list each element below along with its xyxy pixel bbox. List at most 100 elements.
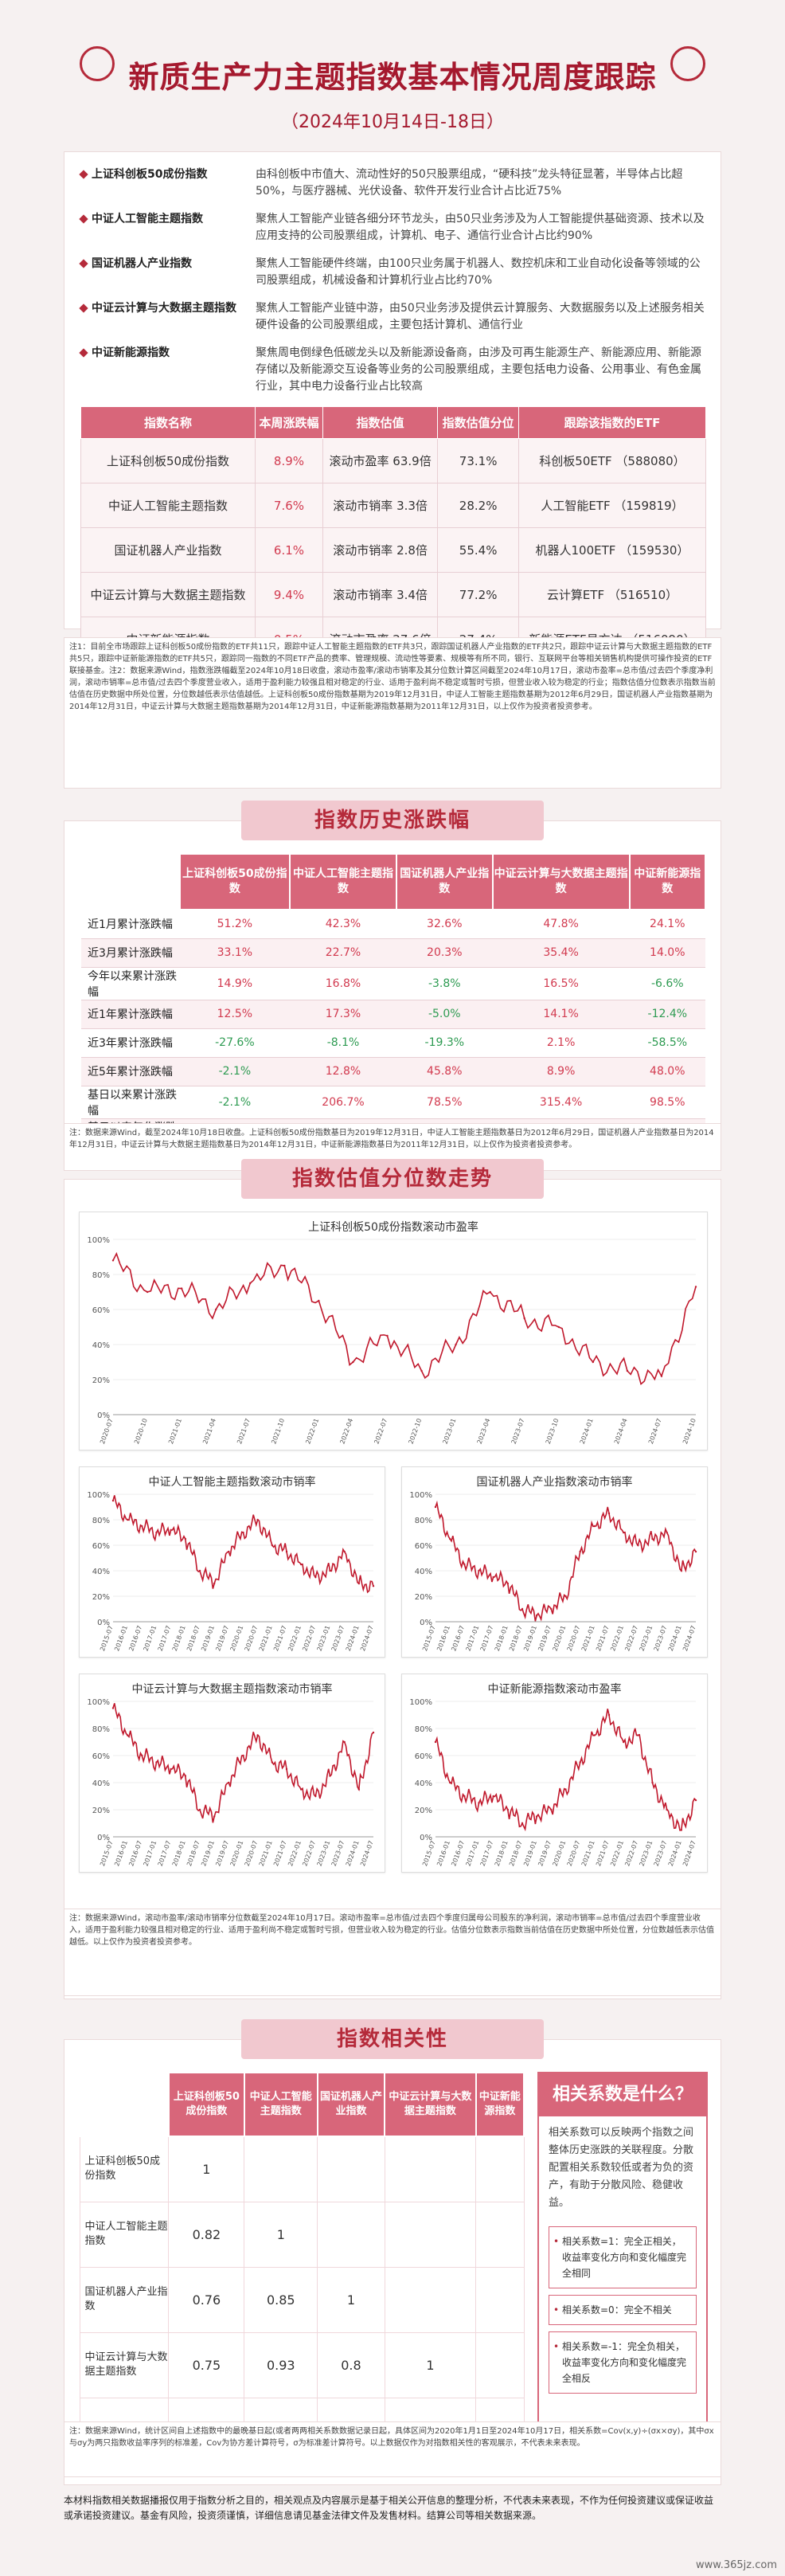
- x-tick-label: 2022-01: [287, 1625, 303, 1652]
- row-label: 国证机器人产业指数: [79, 2266, 170, 2333]
- data-point: [521, 1607, 524, 1611]
- data-point: [271, 1544, 274, 1547]
- valuation-trend-card: 指数估值分位数走势 100% 80% 60% 40% 20% 0% 2020-07 2020-…: [64, 1159, 721, 1999]
- data-point: [564, 1595, 567, 1598]
- y-tick-label: 60%: [415, 1752, 432, 1761]
- chart-title: 中证云计算与大数据主题指数滚动市销率: [131, 1683, 333, 1696]
- data-point: [637, 1734, 639, 1736]
- y-tick-label: 40%: [415, 1568, 432, 1576]
- x-tick-label: 2016-07: [127, 1625, 143, 1652]
- x-tick-label: 2019-07: [214, 1840, 230, 1867]
- intro-name: 中证新能源指数: [80, 345, 256, 395]
- index-intro-list: 上证科创板50成份指数 由科创板中市值大、流动性好的50只股票组成，“硬科技”龙头…: [64, 152, 721, 395]
- data-point: [607, 1512, 611, 1515]
- correlation-cell: [317, 2136, 385, 2202]
- row-label: 近3月累计涨跌幅: [81, 938, 180, 968]
- page-subtitle: （2024年10月14日-18日）: [281, 112, 504, 132]
- correlation-card: 指数相关性 上证科创板50成份指数 中证人工智能主题指数 国证机器人产业指数 中…: [64, 2019, 721, 2485]
- x-tick-label: 2018-01: [494, 1625, 510, 1652]
- x-tick-label: 2016-01: [113, 1625, 129, 1652]
- correlation-cell: 0.82: [168, 2201, 245, 2268]
- table-row: 今年以来累计涨跌幅 14.9% 16.8% -3.8% 16.5% -6.6%: [81, 967, 705, 1000]
- line-chart: 100%80%60%40%20%0%2015-072016-012016-072…: [409, 1698, 697, 1867]
- x-tick-label: 2021-07: [272, 1840, 288, 1867]
- weekly-change-cell: 7.6%: [255, 483, 323, 528]
- correlation-cell: 0.75: [168, 2331, 245, 2398]
- data-point: [299, 1563, 303, 1566]
- intro-item: 中证云计算与大数据主题指数 聚焦人工智能产业链中游，由50只业务涉及提供云计算服务…: [80, 300, 705, 334]
- x-tick-label: 2019-01: [200, 1625, 216, 1652]
- data-point: [478, 1569, 480, 1572]
- series-line: [112, 1251, 697, 1386]
- value-cell: -2.1%: [179, 1057, 291, 1086]
- value-cell: 16.8%: [290, 967, 396, 1000]
- valuation-cell: 滚动市销率 3.3倍: [322, 483, 439, 528]
- x-tick-label: 2022-07: [301, 1840, 317, 1867]
- intro-name: 国证机器人产业指数: [80, 256, 256, 289]
- y-tick-label: 20%: [92, 1376, 110, 1385]
- y-tick-label: 60%: [415, 1542, 432, 1551]
- x-tick-label: 2024-07: [359, 1840, 375, 1867]
- data-point: [126, 1518, 129, 1521]
- value-cell: 45.8%: [396, 1057, 493, 1086]
- data-point: [492, 1795, 494, 1798]
- table-row: 上证科创板50成份指数 8.9% 滚动市盈率 63.9倍 73.1% 科创板50…: [80, 438, 707, 483]
- x-tick-label: 2015-07: [99, 1625, 115, 1652]
- x-tick-label: 2023-01: [638, 1840, 654, 1867]
- data-point: [214, 1308, 217, 1311]
- y-tick-label: 80%: [415, 1725, 432, 1734]
- x-tick-label: 2021-07: [595, 1840, 611, 1867]
- index-overview-card: 上证科创板50成份指数 由科创板中市值大、流动性好的50只股票组成，“硬科技”龙头…: [64, 151, 721, 662]
- x-tick-label: 2023-01: [315, 1840, 331, 1867]
- row-label: 基日以来累计涨跌幅: [81, 1086, 180, 1119]
- data-point: [523, 1317, 525, 1320]
- data-point: [198, 1569, 201, 1572]
- x-tick-label: 2016-07: [450, 1625, 466, 1652]
- value-cell: 32.6%: [396, 910, 493, 939]
- x-tick-label: 2022-04: [338, 1418, 354, 1445]
- data-point: [155, 1761, 158, 1764]
- data-point: [478, 1802, 480, 1804]
- data-point: [184, 1537, 187, 1541]
- col-header: 指数估值: [322, 406, 439, 439]
- y-tick-label: 20%: [415, 1807, 432, 1815]
- x-tick-label: 2017-07: [479, 1625, 495, 1652]
- correlation-cell: [475, 2331, 525, 2398]
- x-tick-label: 2018-01: [171, 1840, 187, 1867]
- y-tick-label: 40%: [92, 1341, 110, 1350]
- intro-desc: 聚焦周电倒绿色低碳龙头以及新能源设备商，由涉及可再生能源生产、新能源应用、新能源…: [256, 346, 701, 393]
- weekly-change-cell: 9.4%: [255, 572, 323, 617]
- x-tick-label: 2024-10: [682, 1418, 697, 1445]
- x-tick-label: 2019-07: [537, 1625, 553, 1652]
- table-row: 上证科创板50成份指数 1: [79, 2136, 525, 2202]
- chart-kc50: 100% 80% 60% 40% 20% 0% 2020-07 2020-10 2021-01 2…: [79, 1212, 708, 1450]
- x-tick-label: 2021-04: [201, 1418, 217, 1445]
- col-header: 中证人工智能主题指数: [289, 853, 397, 910]
- x-tick-label: 2020-07: [244, 1840, 260, 1867]
- intro-item: 中证人工智能主题指数 聚焦人工智能产业链各细分环节龙头，由50只业务涉及为人工智能…: [80, 211, 705, 245]
- x-tick-label: 2016-01: [113, 1840, 129, 1867]
- data-point: [651, 1781, 654, 1784]
- data-point: [564, 1788, 567, 1791]
- x-tick-label: 2021-10: [270, 1418, 286, 1445]
- correlation-cell: 1: [244, 2201, 318, 2268]
- line-chart: 100%80%60%40%20%0%2015-072016-012016-072…: [87, 1698, 375, 1867]
- y-tick-label: 60%: [92, 1752, 110, 1761]
- intro-name: 中证云计算与大数据主题指数: [80, 300, 256, 334]
- x-tick-label: 2022-01: [609, 1840, 625, 1867]
- x-tick-label: 2023-01: [315, 1625, 331, 1652]
- intro-desc: 聚焦人工智能硬件终端，由100只业务属于机器人、数控机床和工业自动化设备等领域的…: [256, 257, 701, 287]
- etf-cell: 科创板50ETF （588080）: [517, 438, 707, 483]
- percentile-cell: 55.4%: [437, 527, 519, 573]
- x-tick-label: 2021-07: [272, 1625, 288, 1652]
- col-header: 中证云计算与大数据主题指数: [384, 2072, 477, 2137]
- col-header: 中证人工智能主题指数: [243, 2072, 318, 2137]
- table-row: 基日以来累计涨跌幅 -2.1% 206.7% 78.5% 315.4% 98.5%: [81, 1086, 705, 1119]
- correlation-cell: 0.93: [244, 2331, 318, 2398]
- x-tick-label: 2021-01: [258, 1840, 274, 1867]
- data-point: [329, 1569, 331, 1572]
- x-tick-label: 2015-07: [421, 1625, 437, 1652]
- correlation-table: 上证科创板50成份指数 中证人工智能主题指数 国证机器人产业指数 中证云计算与大…: [79, 2072, 525, 2464]
- row-label: 中证云计算与大数据主题指数: [79, 2331, 170, 2398]
- value-cell: 17.3%: [290, 1000, 396, 1029]
